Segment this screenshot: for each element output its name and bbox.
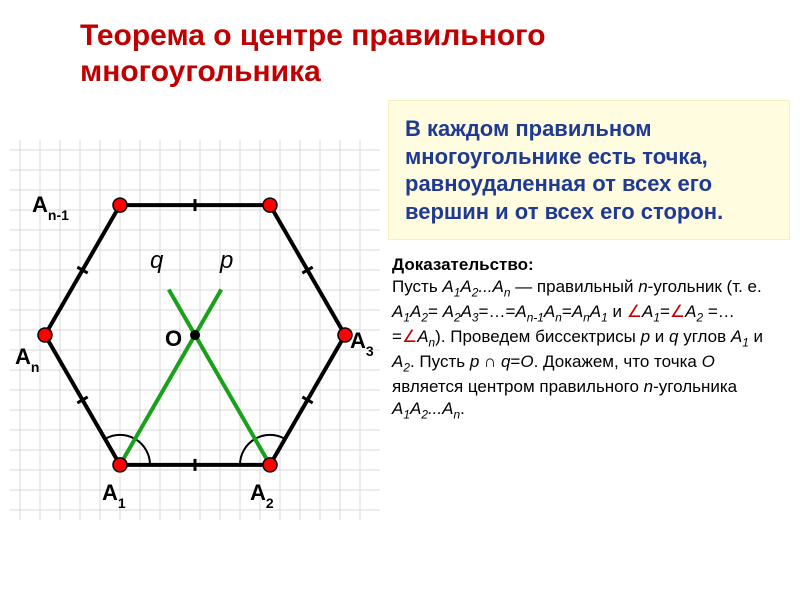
hexagon-diagram: A1A2A3An-1AnqpO [10,140,380,520]
svg-text:O: O [165,326,182,351]
diagram-column: A1A2A3An-1AnqpO [10,100,380,520]
proof-heading: Доказательство: [392,255,534,274]
svg-text:p: p [219,247,233,274]
svg-text:A2: A2 [250,480,274,511]
proof-text: Доказательство: Пусть A1A2...An — правил… [388,248,790,428]
svg-text:A1: A1 [102,480,126,511]
content: A1A2A3An-1AnqpO В каждом правильном мног… [0,100,800,520]
page-title: Теорема о центре правильного многоугольн… [0,0,800,100]
svg-text:An-1: An-1 [32,192,69,223]
svg-text:A3: A3 [350,328,374,359]
proof-body: Пусть A1A2...An — правильный n-угольник … [392,277,763,418]
theorem-statement: В каждом правильном многоугольнике есть … [388,100,790,240]
svg-text:q: q [150,247,164,274]
text-column: В каждом правильном многоугольнике есть … [380,100,790,520]
